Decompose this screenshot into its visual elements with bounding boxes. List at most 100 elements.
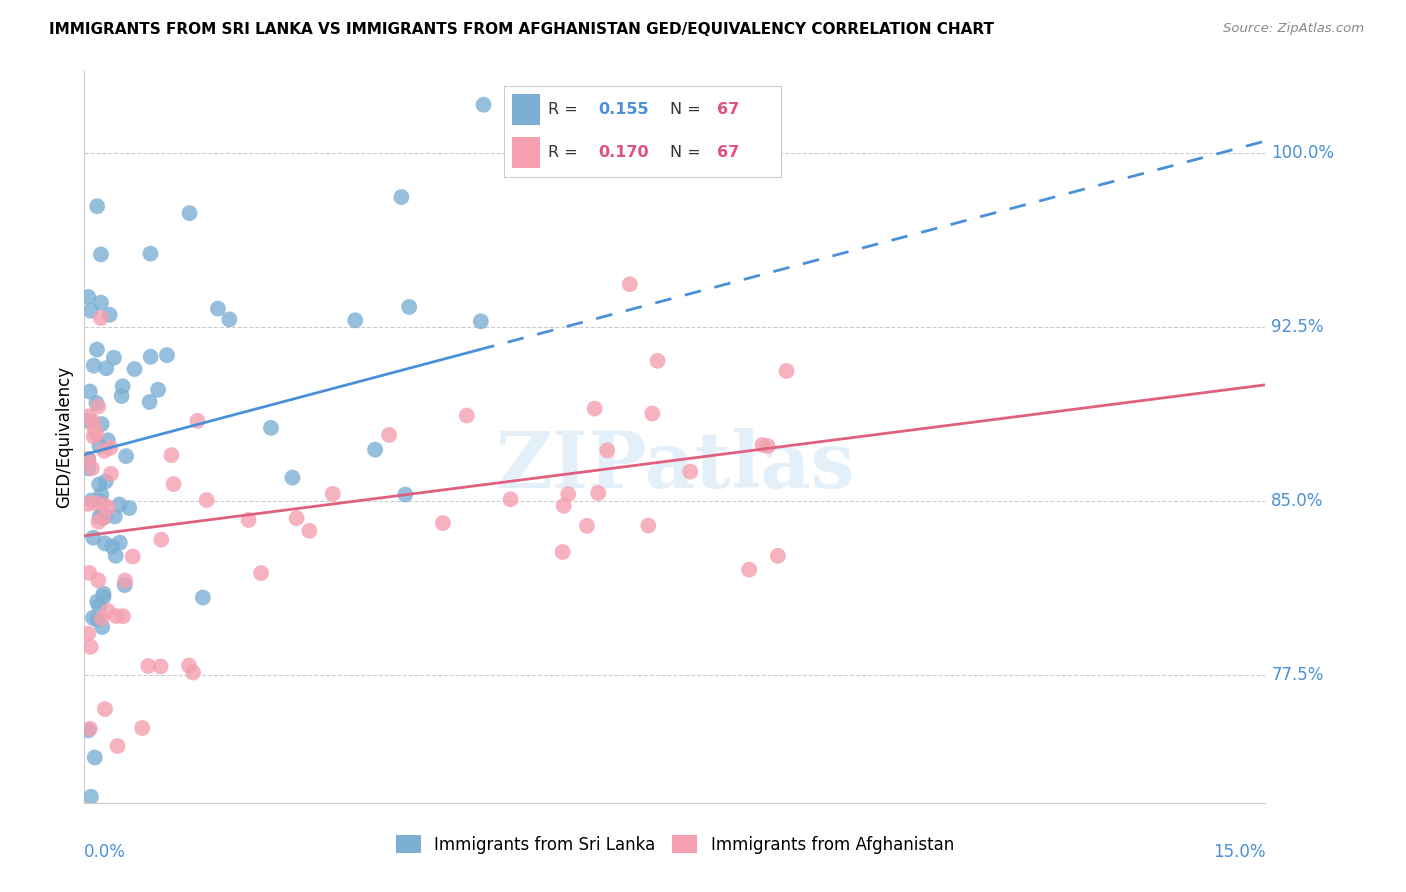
Point bbox=[87, 574, 110, 588]
Point bbox=[86, 343, 108, 357]
Point bbox=[86, 427, 108, 442]
Text: IMMIGRANTS FROM SRI LANKA VS IMMIGRANTS FROM AFGHANISTAN GED/EQUIVALENCY CORRELA: IMMIGRANTS FROM SRI LANKA VS IMMIGRANTS … bbox=[49, 22, 994, 37]
Point bbox=[111, 379, 134, 393]
Point bbox=[738, 563, 761, 577]
Point bbox=[100, 467, 122, 481]
Point bbox=[93, 443, 115, 458]
Point bbox=[80, 461, 103, 475]
Point bbox=[91, 620, 114, 634]
Point bbox=[250, 566, 273, 580]
Point bbox=[139, 246, 162, 260]
Point bbox=[105, 609, 128, 624]
Text: 100.0%: 100.0% bbox=[1271, 144, 1334, 161]
Point bbox=[647, 354, 669, 368]
Text: 15.0%: 15.0% bbox=[1213, 843, 1265, 861]
Point bbox=[104, 509, 127, 524]
Point bbox=[89, 509, 111, 524]
Point bbox=[87, 515, 110, 529]
Point bbox=[285, 511, 308, 525]
Legend: Immigrants from Sri Lanka, Immigrants from Afghanistan: Immigrants from Sri Lanka, Immigrants fr… bbox=[389, 829, 960, 860]
Point bbox=[77, 451, 100, 466]
Point bbox=[186, 414, 208, 428]
Point bbox=[150, 533, 173, 547]
Point bbox=[83, 421, 105, 435]
Point bbox=[364, 442, 387, 457]
Point bbox=[77, 452, 100, 467]
Point bbox=[79, 303, 101, 318]
Point bbox=[77, 566, 100, 580]
Point bbox=[94, 509, 117, 524]
Point bbox=[90, 487, 112, 501]
Point bbox=[77, 723, 100, 738]
Point bbox=[77, 414, 100, 428]
Point bbox=[111, 609, 134, 624]
Point bbox=[110, 389, 132, 403]
Point bbox=[90, 417, 112, 431]
Point bbox=[79, 640, 101, 654]
Point bbox=[101, 540, 124, 554]
Point bbox=[162, 477, 184, 491]
Point bbox=[138, 395, 160, 409]
Point bbox=[181, 665, 204, 680]
Text: Source: ZipAtlas.com: Source: ZipAtlas.com bbox=[1223, 22, 1364, 36]
Point bbox=[641, 407, 664, 421]
Point bbox=[207, 301, 229, 316]
Point bbox=[115, 449, 138, 463]
Point bbox=[77, 497, 100, 511]
Point bbox=[86, 594, 108, 608]
Point bbox=[93, 590, 115, 604]
Point bbox=[775, 364, 797, 378]
Point bbox=[118, 500, 141, 515]
Point bbox=[83, 429, 105, 443]
Point bbox=[93, 586, 115, 600]
Point bbox=[160, 448, 183, 462]
Point bbox=[94, 536, 117, 550]
Point bbox=[77, 290, 100, 304]
Point bbox=[557, 487, 579, 501]
Point bbox=[322, 487, 344, 501]
Point bbox=[84, 496, 107, 510]
Point bbox=[89, 493, 111, 508]
Point bbox=[472, 97, 495, 112]
Point bbox=[456, 409, 478, 423]
Point bbox=[191, 591, 214, 605]
Point bbox=[139, 350, 162, 364]
Point bbox=[756, 439, 779, 453]
Point bbox=[79, 384, 101, 399]
Point bbox=[149, 659, 172, 673]
Point bbox=[124, 362, 146, 376]
Point bbox=[77, 409, 100, 424]
Point bbox=[586, 486, 609, 500]
Point bbox=[751, 438, 773, 452]
Point bbox=[82, 531, 104, 545]
Point bbox=[238, 513, 260, 527]
Point bbox=[90, 311, 112, 326]
Point bbox=[87, 400, 110, 414]
Text: 85.0%: 85.0% bbox=[1271, 491, 1323, 510]
Point bbox=[394, 487, 416, 501]
Point bbox=[389, 190, 412, 204]
Point bbox=[94, 475, 117, 489]
Point bbox=[131, 721, 153, 735]
Point bbox=[107, 739, 129, 753]
Text: 0.0%: 0.0% bbox=[84, 843, 127, 861]
Point bbox=[91, 511, 114, 525]
Point bbox=[96, 361, 118, 376]
Point bbox=[89, 477, 111, 491]
Point bbox=[679, 465, 702, 479]
Point bbox=[575, 518, 598, 533]
Point bbox=[177, 658, 200, 673]
Point bbox=[80, 789, 103, 804]
Point bbox=[93, 498, 115, 512]
Point bbox=[146, 383, 169, 397]
Point bbox=[432, 516, 454, 530]
Point bbox=[281, 470, 304, 484]
Point bbox=[91, 508, 114, 522]
Point bbox=[136, 659, 159, 673]
Text: ZIPatlas: ZIPatlas bbox=[495, 428, 855, 504]
Point bbox=[89, 439, 111, 453]
Point bbox=[344, 313, 367, 327]
Point bbox=[583, 401, 606, 416]
Point bbox=[108, 498, 131, 512]
Point bbox=[103, 351, 125, 365]
